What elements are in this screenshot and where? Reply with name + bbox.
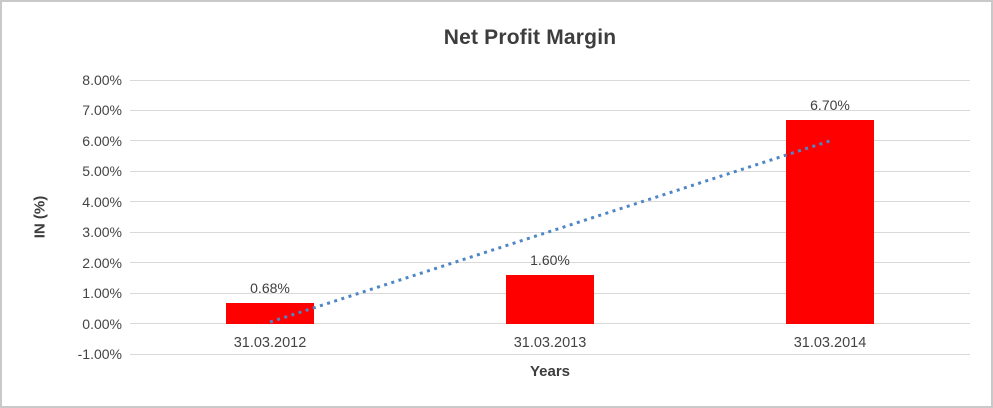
y-axis-tick-label: 3.00%	[82, 224, 122, 241]
x-axis-title: Years	[529, 363, 571, 380]
bar-data-label: 1.60%	[530, 251, 570, 268]
bar-31.03.2012[interactable]	[226, 302, 314, 324]
y-axis-tick-label: 2.00%	[82, 254, 122, 271]
gridline	[130, 109, 970, 111]
y-axis-title: IN (%)	[31, 195, 49, 239]
y-axis-tick-label: 5.00%	[82, 163, 122, 180]
chart-title: Net Profit Margin	[443, 26, 617, 49]
y-axis-tick-label: 0.00%	[82, 315, 122, 332]
x-axis-category-label: 31.03.2013	[513, 335, 587, 351]
bar-31.03.2013[interactable]	[506, 274, 594, 324]
y-axis-tick-label: 7.00%	[82, 102, 122, 119]
y-axis-tick-label: 1.00%	[82, 285, 122, 302]
gridline	[130, 79, 970, 81]
bar-31.03.2014[interactable]	[786, 119, 874, 324]
gridline	[130, 353, 970, 355]
x-axis-category-label: 31.03.2014	[793, 335, 867, 351]
x-axis-category-label: 31.03.2012	[233, 335, 307, 351]
y-axis-tick-label: 8.00%	[82, 72, 122, 88]
bar-data-label: 6.70%	[810, 96, 850, 113]
y-axis-tick-label: 6.00%	[82, 132, 122, 149]
y-axis-tick-label: -1.00%	[77, 346, 122, 362]
bar-data-label: 0.68%	[250, 279, 290, 296]
y-axis-tick-label: 4.00%	[82, 193, 122, 210]
gridline	[130, 323, 970, 325]
